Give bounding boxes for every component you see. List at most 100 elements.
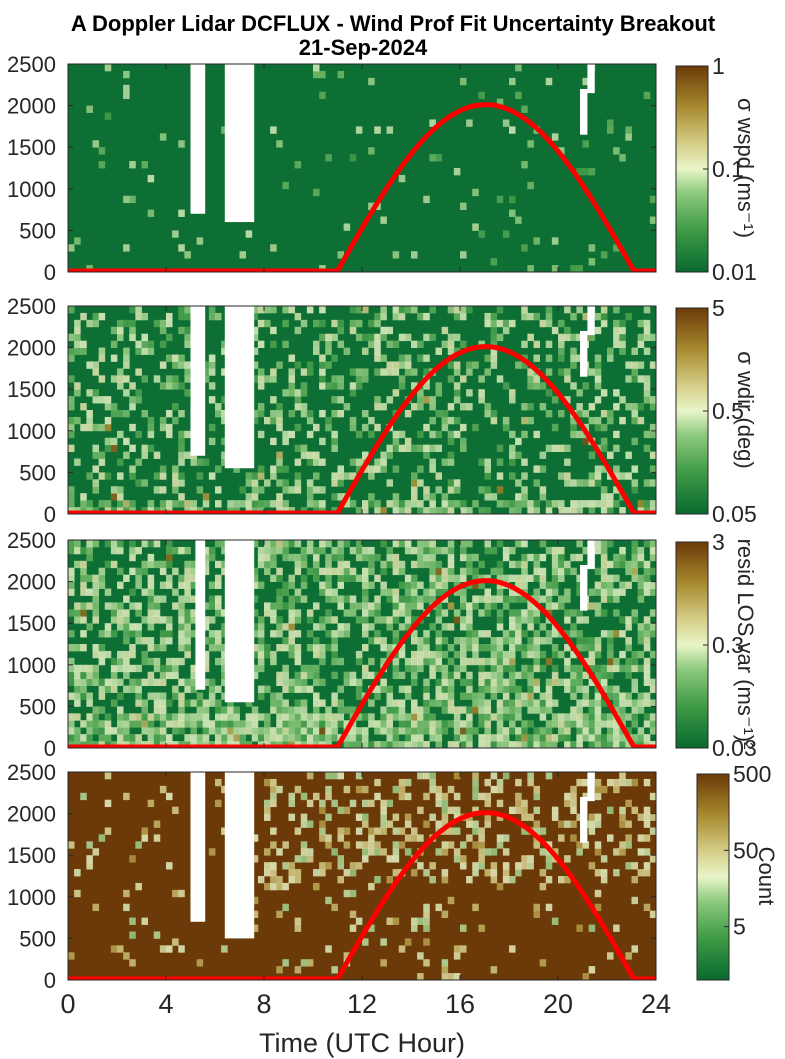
heatmap-cell — [251, 375, 259, 383]
heatmap-cell — [466, 507, 473, 514]
heatmap-cell — [319, 382, 326, 390]
heatmap-cell — [74, 340, 81, 348]
heatmap-cell — [343, 827, 351, 835]
heatmap-cell — [319, 581, 326, 589]
heatmap-cell — [551, 553, 559, 562]
heatmap-cell — [472, 869, 479, 877]
heatmap-cell — [404, 546, 412, 555]
heatmap-cell — [551, 741, 559, 748]
heatmap-cell — [600, 699, 608, 707]
heatmap-cell — [227, 720, 234, 728]
heatmap-cell — [643, 734, 651, 742]
heatmap-cell — [68, 333, 75, 342]
heatmap-cell — [472, 630, 479, 638]
heatmap-cell — [417, 540, 424, 548]
heatmap-cell — [74, 869, 81, 877]
heatmap-cell — [423, 720, 430, 728]
heatmap-cell — [355, 375, 363, 383]
y-tick-label: 1000 — [7, 885, 56, 910]
heatmap-cell — [533, 706, 541, 714]
colorbar-tick-label: 3 — [712, 529, 725, 555]
heatmap-cell — [184, 616, 191, 624]
heatmap-cell — [411, 602, 418, 610]
heatmap-cell — [545, 354, 553, 362]
colorbar-gradient — [675, 65, 709, 273]
heatmap-cell — [276, 567, 283, 576]
heatmap-cell — [117, 540, 124, 548]
heatmap-cell — [570, 692, 577, 700]
heatmap-cell — [270, 546, 277, 555]
heatmap-cell — [643, 319, 651, 328]
heatmap-cell — [453, 609, 461, 617]
heatmap-cell — [294, 616, 302, 624]
heatmap-cell — [294, 588, 302, 596]
heatmap-cell — [496, 841, 504, 849]
heatmap-cell — [496, 609, 504, 617]
heatmap-cell — [117, 500, 124, 508]
heatmap-cell — [539, 581, 547, 589]
heatmap-cell — [374, 827, 381, 835]
heatmap-cell — [607, 727, 614, 735]
heatmap-cell — [313, 713, 320, 721]
heatmap-cell — [159, 560, 167, 569]
heatmap-cell — [92, 396, 100, 404]
heatmap-cell — [447, 720, 455, 728]
heatmap-cell — [92, 540, 100, 548]
heatmap-cell — [496, 882, 504, 891]
heatmap-cell — [545, 444, 553, 452]
heatmap-cell — [441, 609, 449, 617]
heatmap-cell — [509, 195, 516, 204]
heatmap-cell — [588, 244, 596, 252]
heatmap-cell — [607, 657, 614, 666]
heatmap-cell — [570, 500, 577, 508]
heatmap-cell — [435, 410, 443, 418]
heatmap-cell — [74, 609, 81, 617]
heatmap-cell — [490, 319, 498, 328]
heatmap-cell — [392, 785, 400, 794]
heatmap-cell — [141, 827, 149, 835]
heatmap-cell — [337, 465, 345, 473]
heatmap-cell — [502, 500, 510, 508]
heatmap-cell — [490, 657, 498, 666]
colorbar-tick-label: 5 — [712, 295, 725, 321]
heatmap-cell — [98, 500, 106, 508]
heatmap-cell — [288, 306, 296, 314]
heatmap-cell — [637, 553, 645, 562]
heatmap-cell — [631, 546, 639, 555]
heatmap-cell — [159, 692, 167, 700]
heatmap-cell — [288, 486, 296, 494]
heatmap-cell — [521, 734, 528, 742]
heatmap-cell — [521, 567, 528, 576]
heatmap-cell — [282, 540, 289, 548]
heatmap-cell — [325, 841, 332, 849]
heatmap-cell — [386, 451, 394, 459]
heatmap-cell — [190, 678, 198, 686]
heatmap-cell — [478, 595, 485, 603]
heatmap-cell — [490, 772, 498, 780]
heatmap-cell — [202, 664, 210, 673]
heatmap-cell — [441, 959, 449, 967]
heatmap-cell — [484, 493, 492, 501]
heatmap-cell — [368, 713, 375, 721]
heatmap-cell — [221, 827, 228, 835]
heatmap-cell — [251, 326, 259, 335]
heatmap-cell — [417, 560, 424, 569]
heatmap-cell — [588, 924, 596, 932]
heatmap-cell — [533, 616, 541, 624]
heatmap-cell — [215, 410, 222, 418]
heatmap-cell — [386, 799, 394, 808]
colorbar-tick-label: 0.05 — [712, 501, 757, 527]
heatmap-cell — [288, 792, 296, 801]
heatmap-cell — [196, 237, 204, 245]
heatmap-cell — [337, 772, 345, 780]
heatmap-cell — [264, 416, 271, 425]
heatmap-cell — [649, 623, 656, 631]
colorbar-tick-label: 0.1 — [712, 156, 744, 182]
heatmap-cell — [637, 727, 645, 735]
heatmap-cell — [576, 924, 583, 932]
heatmap-cell — [594, 368, 602, 376]
heatmap-cell — [460, 678, 467, 686]
heatmap-cell — [625, 820, 632, 828]
heatmap-cell — [227, 713, 234, 721]
overlay-curve — [68, 344, 656, 514]
